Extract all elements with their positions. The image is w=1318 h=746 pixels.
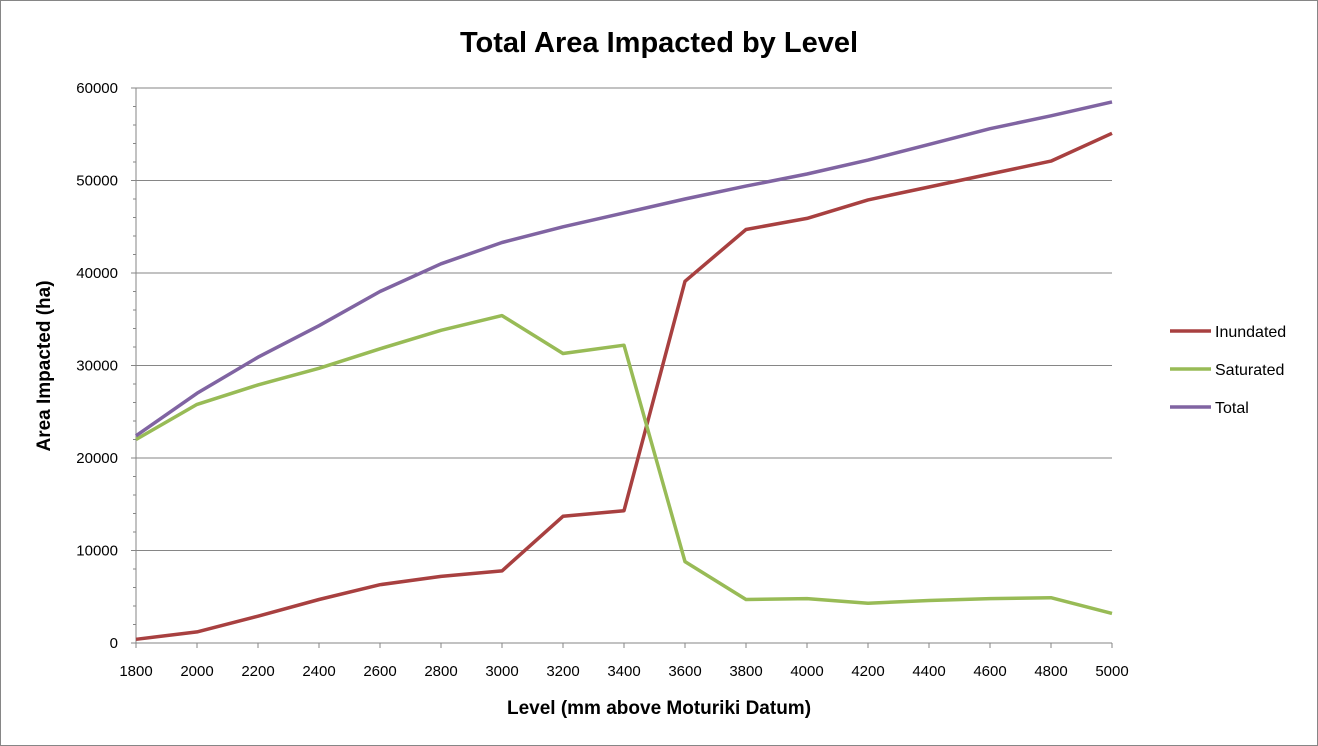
x-tick-label: 3200 <box>546 663 579 680</box>
x-tick-label: 4800 <box>1034 663 1067 680</box>
chart-title: Total Area Impacted by Level <box>460 27 858 59</box>
y-tick-label: 0 <box>110 635 118 652</box>
series-line-inundated <box>135 131 1113 642</box>
legend-label-saturated: Saturated <box>1215 362 1284 379</box>
x-tick-label: 2400 <box>302 663 335 680</box>
x-tick-label: 3800 <box>729 663 762 680</box>
x-tick-label: 5000 <box>1095 663 1128 680</box>
x-tick-label: 2800 <box>424 663 457 680</box>
legend-label-inundated: Inundated <box>1215 324 1286 341</box>
y-axis-ticks: 0 10000 20000 30000 40000 50000 60000 <box>76 80 136 652</box>
x-tick-label: 4400 <box>912 663 945 680</box>
x-tick-label: 2200 <box>241 663 274 680</box>
x-tick-label: 4600 <box>973 663 1006 680</box>
series-line-saturated <box>135 313 1113 616</box>
y-tick-label: 30000 <box>76 358 118 375</box>
y-axis-title: Area Impacted (ha) <box>34 280 55 451</box>
x-axis-title: Level (mm above Moturiki Datum) <box>507 698 811 719</box>
x-tick-label: 4000 <box>790 663 823 680</box>
legend: Inundated Saturated Total <box>1170 324 1286 417</box>
series-line-total <box>134 100 1113 438</box>
gridlines <box>136 87 1112 551</box>
y-tick-label: 50000 <box>76 173 118 190</box>
x-axis-ticks: 1800 2000 2200 2400 2600 2800 3000 3200 3400 3600… <box>119 643 1129 680</box>
x-tick-label: 4200 <box>851 663 884 680</box>
y-tick-label: 10000 <box>76 543 118 560</box>
series-lines <box>134 100 1113 642</box>
x-tick-label: 1800 <box>119 663 152 680</box>
y-tick-label: 40000 <box>76 265 118 282</box>
x-tick-label: 2600 <box>363 663 396 680</box>
x-tick-label: 3400 <box>607 663 640 680</box>
legend-label-total: Total <box>1215 400 1249 417</box>
x-tick-label: 2000 <box>180 663 213 680</box>
y-tick-label: 60000 <box>76 80 118 97</box>
x-tick-label: 3000 <box>485 663 518 680</box>
y-tick-label: 20000 <box>76 450 118 467</box>
x-tick-label: 3600 <box>668 663 701 680</box>
